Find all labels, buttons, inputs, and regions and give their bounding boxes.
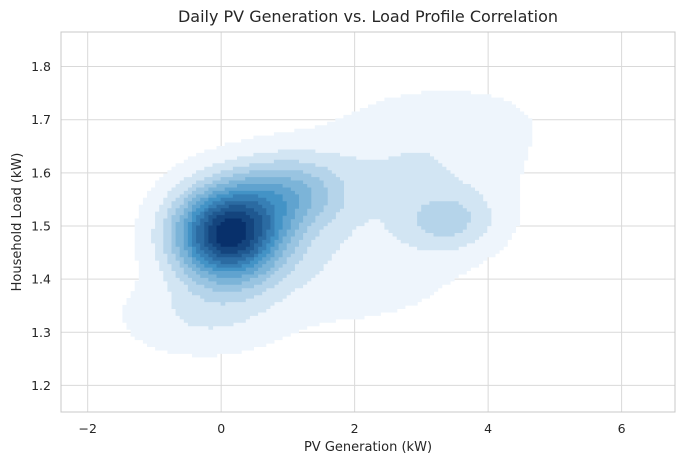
x-tick-label: 2	[351, 421, 359, 436]
chart-title: Daily PV Generation vs. Load Profile Cor…	[178, 7, 558, 26]
y-tick-label: 1.6	[31, 165, 51, 180]
y-tick-label: 1.8	[31, 59, 51, 74]
y-tick-label: 1.2	[31, 378, 51, 393]
y-tick-label: 1.4	[31, 272, 51, 287]
density-level-11	[216, 218, 246, 247]
y-tick-label: 1.3	[31, 325, 51, 340]
plot-frame	[60, 31, 676, 413]
x-tick-label: 0	[217, 421, 225, 436]
y-tick-label: 1.5	[31, 218, 51, 233]
y-tick-label: 1.7	[31, 112, 51, 127]
x-axis-ticks: −2 0 2 4 6	[78, 421, 625, 436]
y-axis-label: Household Load (kW)	[10, 153, 25, 292]
density-contours	[122, 90, 533, 358]
x-tick-label: 4	[484, 421, 492, 436]
density-band-11	[216, 218, 246, 247]
x-axis-label: PV Generation (kW)	[304, 440, 432, 455]
x-tick-label: 6	[618, 421, 626, 436]
x-tick-label: −2	[78, 421, 96, 436]
y-axis-ticks: 1.2 1.3 1.4 1.5 1.6 1.7 1.8	[31, 59, 51, 393]
